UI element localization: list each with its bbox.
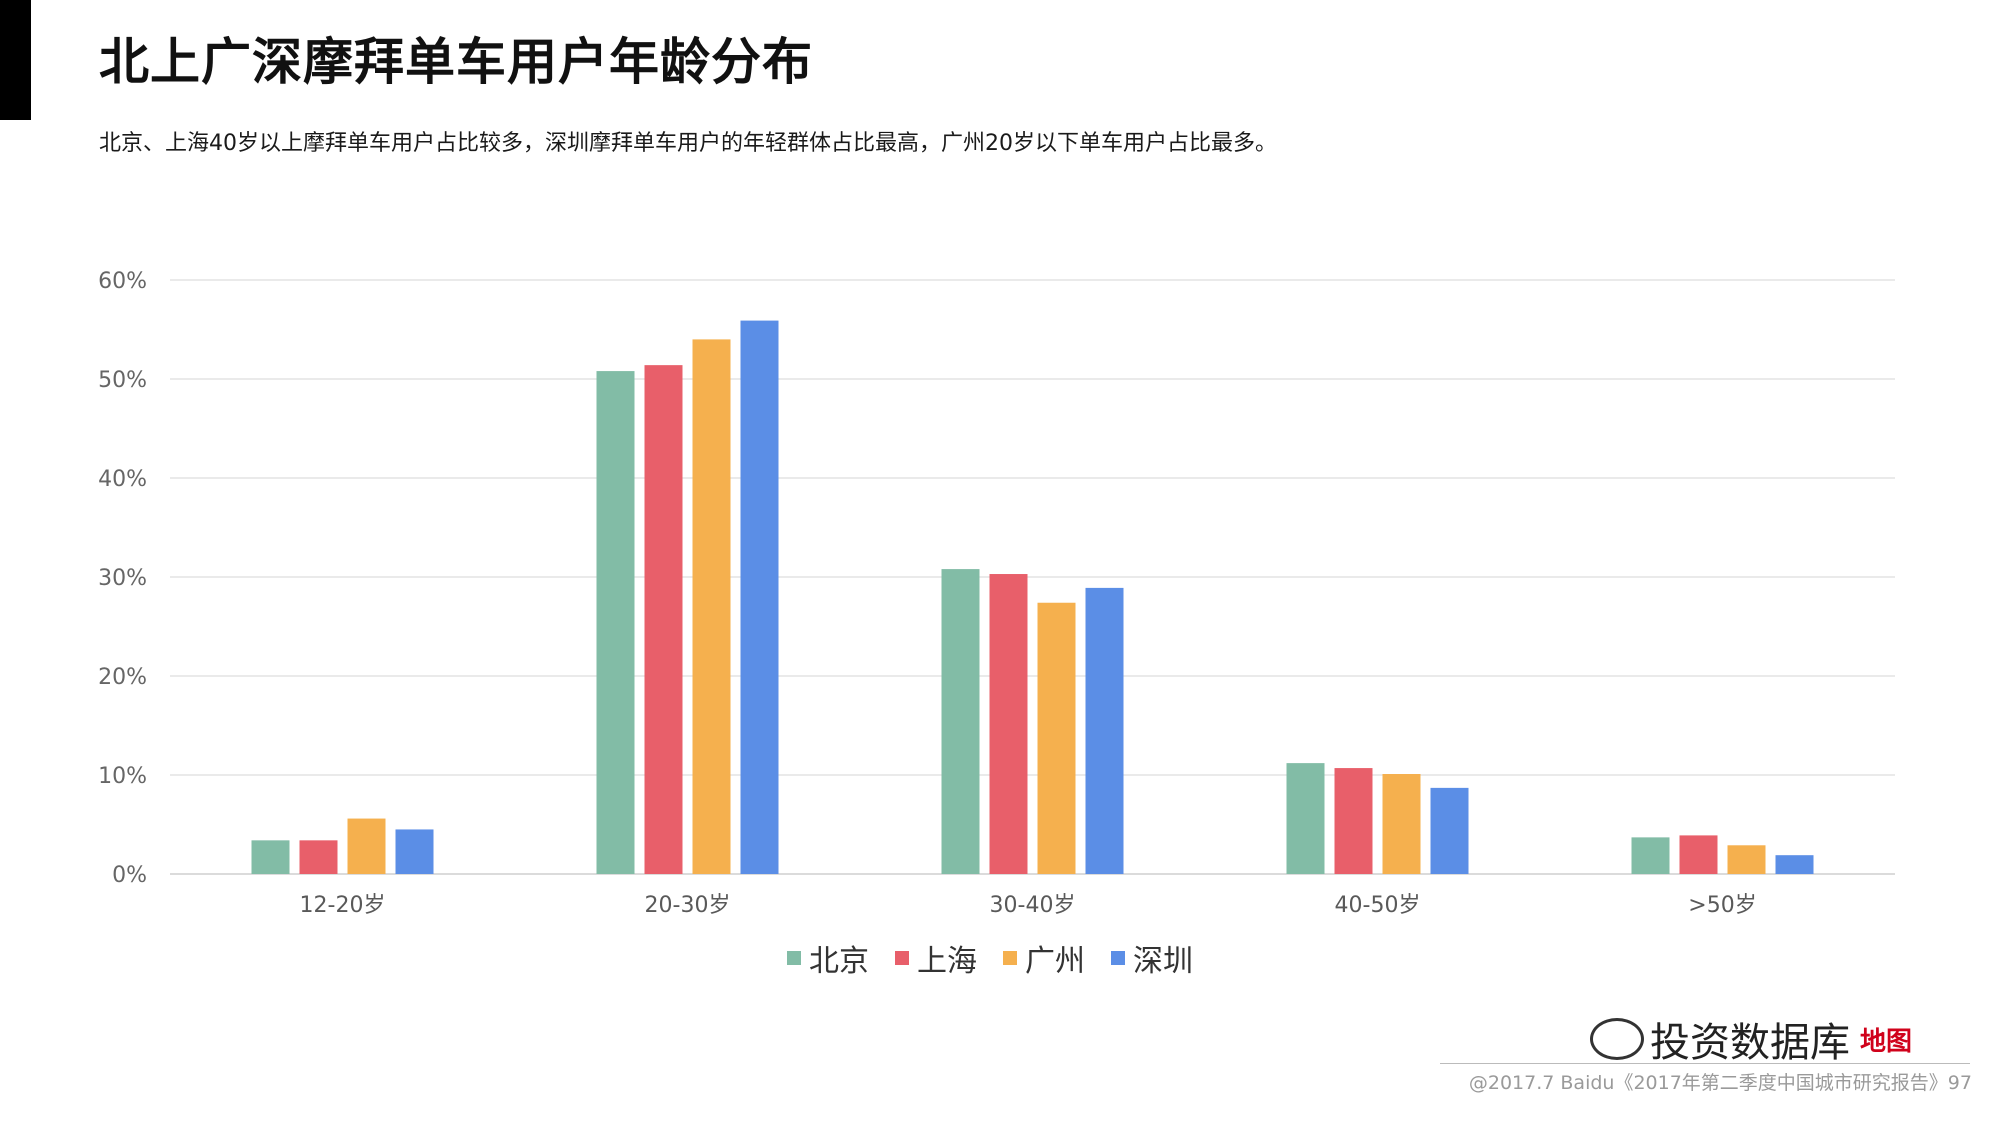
bar <box>1334 768 1373 874</box>
legend-item-shenzhen: 深圳 <box>1111 936 1193 980</box>
y-axis-ticks: 0% 10% 20% 30% 40% 50% 60% <box>98 269 147 888</box>
legend-swatch-shanghai <box>895 951 909 965</box>
x-category-label: 30-40岁 <box>990 893 1076 918</box>
bar <box>251 840 290 874</box>
watermark-text: 投资数据库 <box>1650 1020 1850 1066</box>
watermark-badge: 地图 <box>1860 1026 1913 1057</box>
bar-series <box>251 320 1814 875</box>
y-tick-label: 60% <box>98 269 147 294</box>
legend: 北京 上海 广州 深圳 <box>787 936 1193 980</box>
bar <box>740 320 779 875</box>
bar <box>596 371 635 874</box>
bar <box>941 569 980 874</box>
legend-label-shenzhen: 深圳 <box>1133 944 1193 979</box>
y-tick-label: 30% <box>98 566 147 591</box>
legend-swatch-beijing <box>787 951 801 965</box>
bar <box>1430 787 1469 874</box>
y-tick-label: 10% <box>98 764 147 789</box>
legend-label-guangzhou: 广州 <box>1025 944 1085 979</box>
grid-lines <box>170 279 1895 875</box>
bar <box>692 339 731 874</box>
bar <box>1085 587 1124 874</box>
y-tick-label: 40% <box>98 467 147 492</box>
legend-item-beijing: 北京 <box>787 936 869 980</box>
bar <box>395 829 434 874</box>
x-category-label: 40-50岁 <box>1335 893 1421 918</box>
bar <box>1382 774 1421 874</box>
legend-label-shanghai: 上海 <box>917 944 977 979</box>
y-tick-label: 20% <box>98 665 147 690</box>
x-category-label: >50岁 <box>1688 893 1756 918</box>
bar <box>347 818 386 874</box>
legend-label-beijing: 北京 <box>809 944 869 979</box>
x-category-label: 20-30岁 <box>645 893 731 918</box>
bar <box>1286 763 1325 874</box>
x-category-label: 12-20岁 <box>300 893 386 918</box>
page-subtitle: 北京、上海40岁以上摩拜单车用户占比较多，深圳摩拜单车用户的年轻群体占比最高，广… <box>99 131 1277 156</box>
accent-bar <box>0 0 31 120</box>
bar <box>989 574 1028 874</box>
watermark-logo-icon <box>1590 1018 1644 1060</box>
footer-divider <box>1440 1063 1970 1064</box>
legend-swatch-shenzhen <box>1111 951 1125 965</box>
bar <box>1727 845 1766 874</box>
bar <box>1037 602 1076 874</box>
bar <box>644 365 683 874</box>
legend-item-guangzhou: 广州 <box>1003 936 1085 980</box>
y-tick-label: 0% <box>112 863 147 888</box>
x-axis-categories: 12-20岁 20-30岁 30-40岁 40-50岁 >50岁 <box>300 893 1757 918</box>
bar <box>1679 835 1718 874</box>
watermark: 投资数据库 地图 <box>1590 1010 1912 1068</box>
legend-swatch-guangzhou <box>1003 951 1017 965</box>
y-tick-label: 50% <box>98 368 147 393</box>
bar <box>1775 855 1814 874</box>
source-footer: @2017.7 Baidu《2017年第二季度中国城市研究报告》97 <box>1468 1072 1972 1094</box>
bar <box>1631 837 1670 874</box>
legend-item-shanghai: 上海 <box>895 936 977 980</box>
page-title: 北上广深摩拜单车用户年龄分布 <box>99 33 813 91</box>
bar <box>299 840 338 874</box>
